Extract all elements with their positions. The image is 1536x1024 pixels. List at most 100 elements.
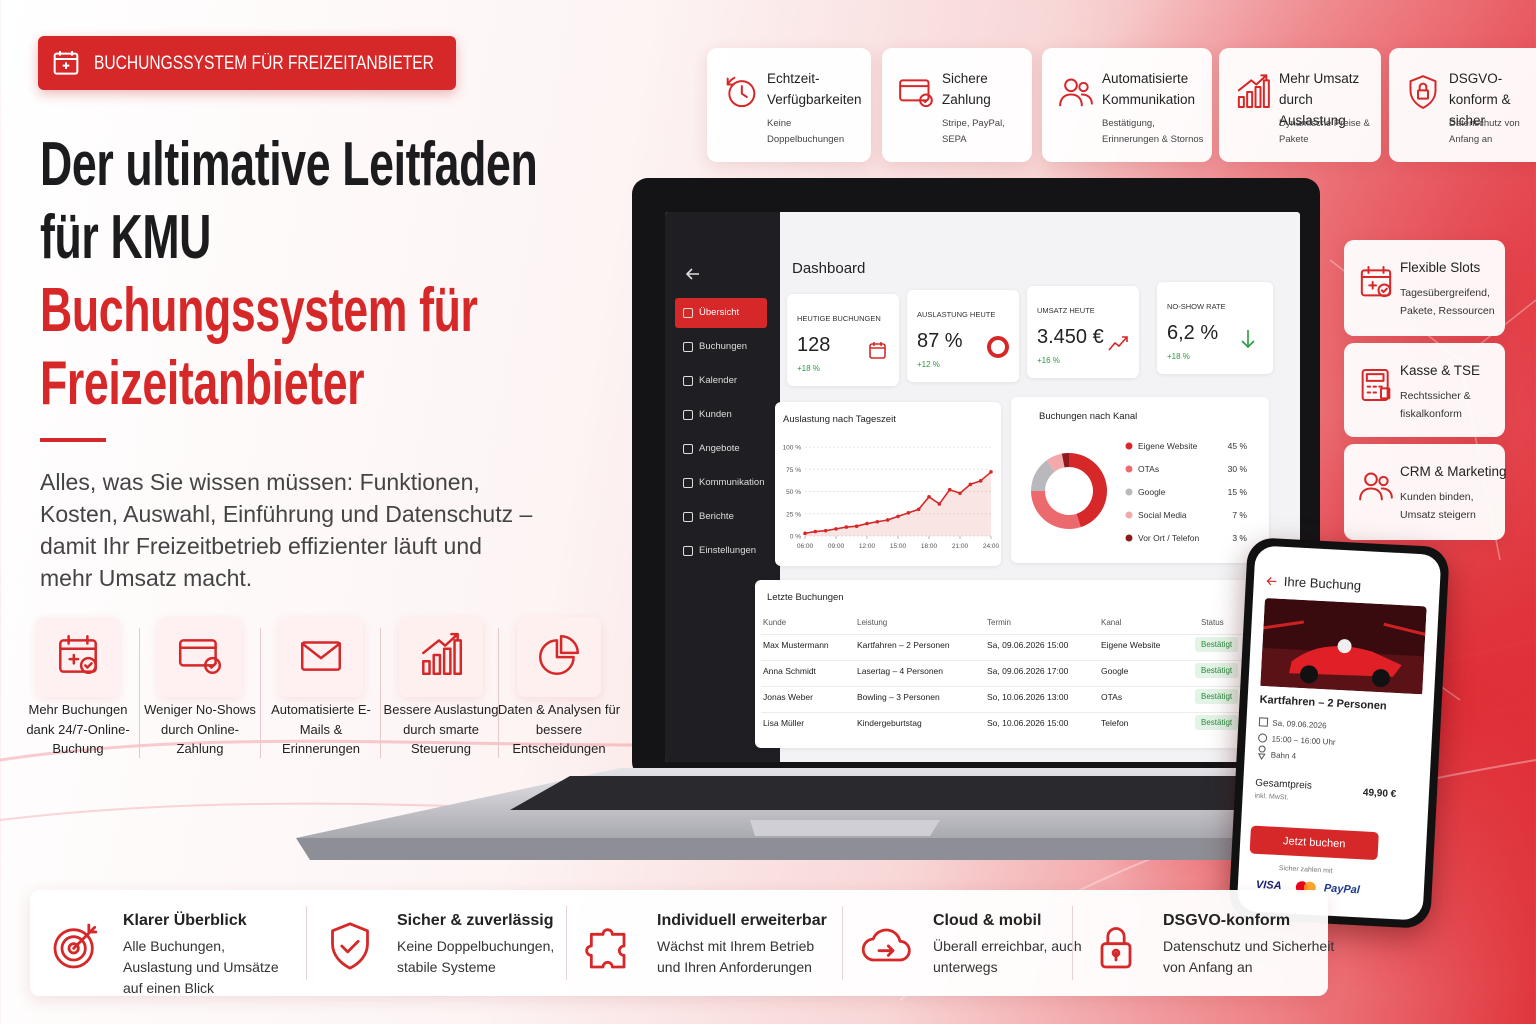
feature-title: Sichere Zahlung (942, 71, 991, 107)
icon-shape (1241, 330, 1255, 349)
cell: Lasertag – 4 Personen (857, 666, 944, 676)
badge: BUCHUNGSSYSTEM FÜR FREIZEITANBIETER (38, 36, 456, 90)
date: Sa, 09.06.2026 (1272, 718, 1327, 731)
icon-shape (1078, 81, 1089, 93)
feature-card: Flexible Slots Tagesübergreifend, Pakete,… (1344, 240, 1505, 336)
y-tick-label: 75 % (786, 467, 801, 474)
x-tick-label: 09:00 (828, 543, 845, 550)
x-tick-label: 24:00 (983, 543, 1000, 550)
separator (498, 628, 499, 758)
nav-item[interactable]: Angebote (675, 434, 767, 464)
icon-shape (84, 662, 93, 669)
icon-shape (1418, 82, 1428, 92)
line-point (844, 525, 849, 529)
benefit-label: Weniger No-Shows durch Online-Zahlung (144, 702, 256, 756)
feature-title: Klarer Überblick (123, 912, 247, 929)
nav-item[interactable]: Übersicht (675, 298, 767, 328)
icon (53, 923, 98, 969)
nav-item[interactable]: Buchungen (675, 332, 767, 362)
back-arrow[interactable] (685, 266, 701, 282)
nav-item[interactable]: Kunden (675, 400, 767, 430)
icon-shape (1380, 287, 1388, 293)
icon-shape (870, 342, 885, 349)
icon-shape (750, 820, 940, 836)
cell: Max Mustermann (763, 640, 829, 650)
line-point (865, 521, 869, 526)
dashboard-title: Dashboard (792, 260, 866, 277)
icon-shape (861, 928, 911, 962)
nav-item[interactable]: Einstellungen (675, 536, 767, 566)
headline: Der ultimative Leitfaden (40, 130, 538, 199)
feature-text: Datenschutz von Anfang an (1449, 118, 1520, 145)
icon-shape (203, 656, 222, 674)
cell: Bowling – 3 Personen (857, 692, 940, 702)
icon-shape (1364, 472, 1378, 487)
nav-label: Kommunikation (699, 477, 765, 488)
x-tick-label: 06:00 (797, 543, 814, 550)
nav-item[interactable]: Kommunikation (675, 468, 767, 498)
status-pill: Bestätigt (1195, 689, 1239, 704)
icon-shape (1263, 620, 1426, 636)
icon-shape (1359, 487, 1383, 501)
icon (899, 79, 933, 108)
benefit-label: Automatisierte E-Mails & Erinnerungen (271, 702, 371, 756)
column-header: Kunde (763, 618, 787, 627)
chart-card: Auslastung nach Tageszeit 0 % 25 % 50 % 75 %… (775, 402, 1001, 566)
icon-shape (208, 662, 217, 669)
kpi-value: 128 (797, 334, 831, 356)
icon-shape (1254, 86, 1262, 108)
icon-shape (1108, 336, 1128, 351)
icon-shape (1059, 93, 1083, 107)
icon-shape (1246, 91, 1254, 108)
icon-shape (442, 647, 452, 675)
icon (1237, 74, 1270, 108)
legend-dot (1125, 534, 1133, 542)
icon-shape (1289, 646, 1402, 677)
nav-item[interactable]: Kalender (675, 366, 767, 396)
row-divider (761, 686, 1253, 687)
book-button[interactable]: Jetzt buchen (1249, 825, 1379, 861)
feature-text: Kunden binden, Umsatz steigern (1400, 491, 1476, 521)
legend-label: Vor Ort / Telefon (1138, 533, 1200, 543)
benefit-icon-box (279, 617, 363, 697)
line-point (978, 479, 983, 483)
feature-title: Echtzeit-Verfügbarkeiten (767, 71, 862, 107)
separator (380, 628, 381, 758)
nav-item[interactable]: Berichte (675, 502, 767, 532)
kpi-card: NO-SHOW RATE 6,2 % +18 % (1157, 282, 1273, 374)
icon-shape (1266, 577, 1277, 586)
legend-dot (1125, 442, 1133, 450)
line-point (803, 531, 807, 536)
row-divider (761, 712, 1253, 713)
phone-back[interactable] (1266, 575, 1279, 588)
kpi-change: +12 % (917, 360, 940, 369)
icon-shape (422, 632, 459, 655)
nav-icon (683, 308, 693, 318)
feature-text: Rechtssicher & fiskalkonform (1400, 390, 1471, 420)
kpi-label: AUSLASTUNG HEUTE (917, 310, 996, 319)
icon-shape (559, 635, 579, 655)
time: 15:00 – 16:00 Uhr (1271, 734, 1336, 747)
feature-text: Bestätigung, Erinnerungen & Stornos (1102, 118, 1204, 145)
icon-shape (79, 656, 97, 674)
pay-note: Sicher zahlen mit (1278, 865, 1333, 875)
feature-text: Tagesübergreifend, Pakete, Ressourcen (1400, 287, 1495, 317)
nav-icon (683, 546, 693, 556)
feature-card: Sichere Zahlung Stripe, PayPal, SEPA (882, 48, 1032, 162)
nav-icon (683, 410, 693, 420)
icon-shape (1237, 74, 1268, 92)
icon-shape (869, 343, 886, 359)
icon-shape (1080, 93, 1093, 105)
icon-shape (72, 923, 98, 950)
icon-shape (877, 944, 895, 957)
feature-title: Automatisierte Kommunikation (1102, 71, 1196, 107)
icon-shape (1258, 733, 1268, 743)
benefit-label: Bessere Auslastung durch smarte Steuerun… (383, 702, 499, 756)
icon-shape (1237, 96, 1245, 108)
divider (40, 438, 106, 442)
icon-shape (301, 641, 341, 671)
donut-chart: Eigene Website 45 % OTAs 30 % Google 15 % Soci… (1031, 441, 1247, 543)
kpi-card: AUSLASTUNG HEUTE 87 % +12 % (907, 290, 1019, 382)
feature-title: Sicher & zuverlässig (397, 912, 554, 929)
